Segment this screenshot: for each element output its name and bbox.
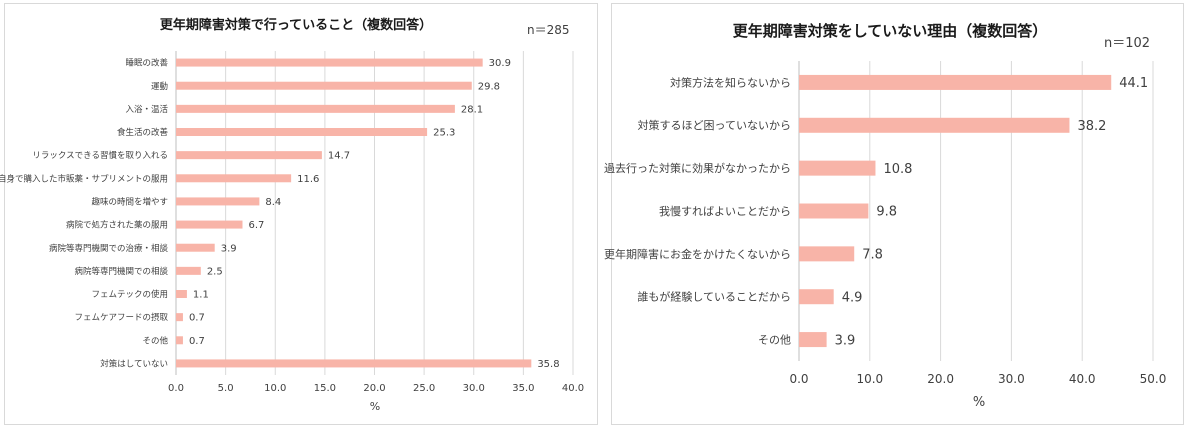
- value-label: 10.8: [883, 162, 912, 177]
- value-label: 7.8: [862, 248, 883, 263]
- category-label: 我慢すればよいことだから: [659, 205, 791, 218]
- value-label: 6.7: [248, 220, 264, 231]
- value-label: 3.9: [835, 333, 856, 348]
- value-label: 14.7: [328, 151, 350, 162]
- category-label: 対策するほど困っていないから: [638, 118, 791, 132]
- category-label: リラックスできる習慣を取り入れる: [32, 150, 168, 161]
- bar: [799, 117, 1070, 133]
- value-label: 3.9: [221, 243, 237, 254]
- category-label: フェムケアフードの摂取: [74, 312, 168, 323]
- value-label: 11.6: [297, 174, 319, 185]
- bar: [799, 203, 869, 219]
- bar: [799, 332, 827, 348]
- x-tick-label: 5.0: [218, 383, 234, 394]
- x-tick-label: 15.0: [314, 383, 336, 394]
- value-label: 8.4: [265, 197, 281, 208]
- value-label: 25.3: [433, 128, 455, 139]
- x-tick-label: 30.0: [998, 372, 1025, 386]
- category-label: その他: [758, 334, 791, 347]
- x-tick-label: 30.0: [463, 383, 485, 394]
- bar: [799, 246, 855, 262]
- value-label: 29.8: [478, 81, 500, 92]
- bar: [176, 151, 322, 160]
- category-label: 入浴・温活: [125, 104, 168, 115]
- bar: [176, 128, 428, 136]
- category-label: 対策はしていない: [100, 358, 168, 369]
- value-label: 44.1: [1119, 76, 1148, 91]
- x-tick-label: 20.0: [927, 372, 954, 386]
- chart-left: 更年期障害対策で行っていること（複数回答） n＝285 % 0.0 5.0 10.0…: [0, 17, 584, 413]
- value-label: 0.7: [189, 313, 205, 324]
- value-label: 2.5: [207, 266, 223, 277]
- x-tick-label: 10.0: [264, 383, 286, 394]
- bar: [799, 289, 834, 305]
- bar: [176, 359, 532, 368]
- x-tick-label: 25.0: [413, 383, 435, 394]
- category-label: 病院等専門機関での治療・相談: [49, 243, 169, 254]
- bar: [799, 74, 1112, 90]
- bar: [176, 220, 243, 229]
- category-label: フェムテックの使用: [91, 289, 168, 300]
- chart-right: 更年期障害対策をしていない理由（複数回答） n＝102 % 0.0 10.0 20.…: [604, 22, 1167, 410]
- value-label: 4.9: [842, 290, 863, 305]
- x-tick-label: 40.0: [562, 383, 584, 394]
- category-label: 更年期障害にお金をかけたくないから: [604, 247, 791, 261]
- x-tick-label: 35.0: [512, 383, 534, 394]
- bar: [176, 58, 483, 67]
- category-label: 誰もが経験していることだから: [637, 290, 791, 304]
- x-tick-label: 40.0: [1069, 372, 1096, 386]
- sample-size-label: n＝285: [527, 23, 570, 37]
- chart-title: 更年期障害対策をしていない理由（複数回答）: [733, 22, 1048, 40]
- value-label: 9.8: [876, 205, 897, 220]
- bar: [176, 104, 455, 113]
- value-label: 1.1: [193, 290, 209, 301]
- bar: [176, 174, 292, 183]
- value-label: 35.8: [537, 359, 559, 370]
- bar: [176, 266, 201, 275]
- category-label: 自身で購入した市販薬・サプリメントの服用: [0, 173, 168, 184]
- category-label: 病院等専門機関での相談: [74, 266, 168, 277]
- sample-size-label: n＝102: [1104, 36, 1150, 51]
- x-tick-label: 50.0: [1140, 372, 1167, 386]
- chart-panel-right: 更年期障害対策をしていない理由（複数回答） n＝102 % 0.0 10.0 20.…: [604, 3, 1184, 425]
- bar: [176, 197, 260, 206]
- x-tick-label: 0.0: [789, 372, 808, 386]
- bar: [176, 243, 215, 252]
- chart-panel-left: 更年期障害対策で行っていること（複数回答） n＝285 % 0.0 5.0 10.0…: [0, 3, 598, 425]
- x-axis-label: %: [973, 395, 985, 410]
- category-label: 睡眠の改善: [125, 58, 168, 69]
- value-label: 38.2: [1077, 119, 1106, 134]
- bar: [176, 336, 183, 345]
- x-tick-label: 10.0: [856, 372, 883, 386]
- category-label: 対策方法を知らないから: [670, 75, 791, 89]
- x-tick-label: 20.0: [363, 383, 385, 394]
- x-axis-label: %: [370, 400, 380, 413]
- category-label: 食生活の改善: [117, 127, 169, 138]
- value-label: 0.7: [189, 336, 205, 347]
- bar: [176, 81, 472, 90]
- x-tick-label: 0.0: [168, 383, 184, 394]
- value-label: 28.1: [461, 104, 483, 115]
- value-label: 30.9: [489, 58, 511, 69]
- category-label: その他: [142, 335, 168, 346]
- category-label: 過去行った対策に効果がなかったから: [604, 161, 791, 175]
- category-label: 病院で処方された薬の服用: [66, 220, 168, 231]
- category-label: 運動: [151, 81, 168, 92]
- chart-title: 更年期障害対策で行っていること（複数回答）: [160, 17, 432, 33]
- bar: [799, 160, 876, 176]
- category-label: 趣味の時間を増やす: [91, 196, 168, 207]
- bar: [176, 290, 187, 298]
- bar: [176, 313, 183, 322]
